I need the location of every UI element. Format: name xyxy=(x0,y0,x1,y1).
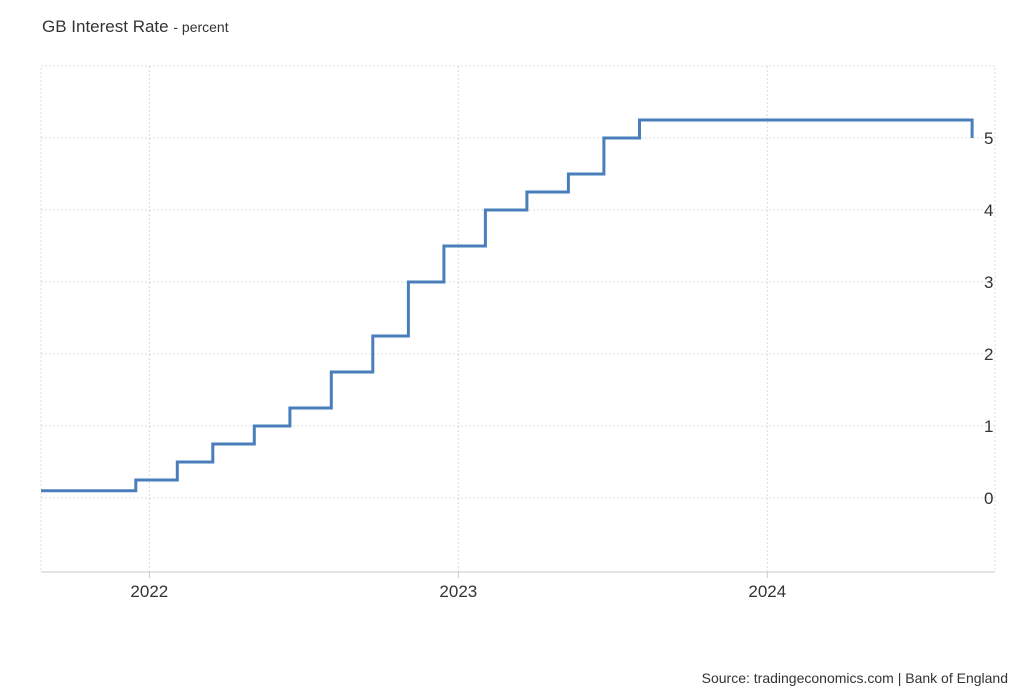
source-note: Source: tradingeconomics.com | Bank of E… xyxy=(701,670,1008,686)
y-tick-label: 1 xyxy=(984,417,993,436)
x-tick-label: 2024 xyxy=(748,582,786,601)
plot-frame xyxy=(40,65,996,573)
y-gridlines xyxy=(41,137,995,499)
y-tick-label: 3 xyxy=(984,273,993,292)
y-tick-label: 4 xyxy=(984,201,993,220)
x-tick-labels: 2022 2023 2024 xyxy=(130,582,786,601)
y-tick-label: 5 xyxy=(984,129,993,148)
y-tick-labels: 0 1 2 3 4 5 xyxy=(984,129,993,508)
chart-title: GB Interest Rate - percent xyxy=(42,17,229,37)
x-tick-label: 2022 xyxy=(130,582,168,601)
chart-unit: - percent xyxy=(173,19,229,35)
chart-title-text: GB Interest Rate xyxy=(42,17,169,36)
y-tick-label: 0 xyxy=(984,489,993,508)
x-tick-label: 2023 xyxy=(439,582,477,601)
series-line-interest-rate xyxy=(41,118,974,493)
x-gridlines xyxy=(148,66,768,578)
y-tick-label: 2 xyxy=(984,345,993,364)
